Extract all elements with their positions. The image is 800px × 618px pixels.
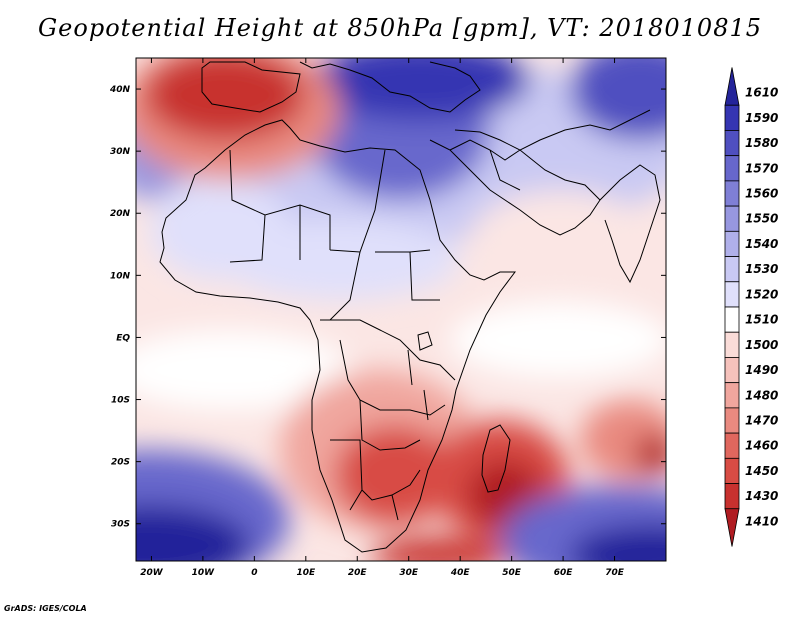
lake-victoria [417,331,433,351]
colorbar-segment [724,180,740,207]
colorbar-segment [724,483,740,510]
arabia-outline [429,129,601,236]
central-africa-borders [320,319,456,451]
lake-malawi [423,389,429,421]
sahara-borders [229,149,440,321]
lake-tanganyika [407,349,413,386]
lon-tick-label: 50E [502,568,522,578]
field-layer [136,58,666,561]
field-east-indian-core [635,435,666,475]
colorbar-segment [724,306,740,333]
colorbar-segment [724,457,740,484]
map-title: Geopotential Height at 850hPa [gpm], VT:… [38,14,762,42]
grads-credit: GrADS: IGES/COLA [4,604,87,613]
colorbar-label: 1510 [745,313,778,327]
field-balkans-deep [310,58,530,120]
colorbar-label: 1560 [745,187,778,201]
colorbar-top-triangle [724,67,740,106]
colorbar-segment [724,130,740,157]
lat-tick-label: 10N [110,271,131,281]
lon-tick-label: 70E [605,568,625,578]
field-belt-west [136,330,350,410]
colorbar-segment [724,357,740,384]
field-southern-africa-core [335,425,455,525]
colorbar-bottom-triangle [724,508,740,547]
lon-tick-label: 40E [450,568,471,578]
europe-outline [299,61,481,113]
colorbar-segment [724,331,740,358]
lat-tick-label: 20S [111,458,130,468]
lat-tick-label: 40N [109,85,131,95]
india-outline [599,164,661,284]
lon-tick-label: 30E [399,568,419,578]
lat-tick-label: 10S [111,396,130,406]
colorbar-label: 1570 [745,161,778,175]
field-belt-east [450,302,666,378]
lat-tick-label: 30S [111,520,130,530]
colorbar-label: 1530 [745,262,778,276]
field-blobs [136,58,666,561]
colorbar-label: 1470 [745,414,778,428]
field-sahel-light [220,220,460,300]
colorbar-label: 1590 [745,111,778,125]
colorbar-label: 1450 [745,464,778,478]
lon-tick-label: 60E [554,568,574,578]
coastlines [159,61,661,553]
field-iberia-core [145,58,305,140]
longitude-axis: 20W 10W 0 10E 20E 30E 40E 50E 60E 70E [140,58,625,578]
field-asia-deep [570,58,666,140]
lat-tick-label: 20N [110,209,131,219]
colorbar-segment [724,382,740,409]
colorbar-label: 1430 [745,489,778,503]
colorbar-label: 1580 [745,136,778,150]
madagascar-outline [481,424,511,493]
colorbar-segment [724,205,740,232]
iberia-outline [201,61,301,113]
lon-tick-label: 20W [140,568,164,578]
colorbar-label: 1490 [745,363,778,377]
lat-tick-label: 30N [110,147,131,157]
middle-east-borders [449,109,651,191]
lon-tick-label: 10E [296,568,316,578]
colorbar-label: 1460 [745,439,778,453]
latitude-axis: 40N 30N 20N 10N EQ 10S 20S 30S [109,85,666,530]
field-south-indian-deep [570,525,666,561]
colorbar-label: 1480 [745,388,778,402]
field-south-atlantic-deep [136,505,250,561]
field-arabian-sea [470,190,650,290]
colorbar-segment [724,281,740,308]
lon-tick-label: 10W [192,568,216,578]
plot-frame [135,57,667,562]
lat-tick-label: EQ [116,333,130,343]
africa-outline [159,119,516,553]
colorbar-label: 1610 [745,86,778,100]
southern-africa-borders [330,439,421,521]
colorbar-segment [724,104,740,131]
colorbar-segment [724,230,740,257]
colorbar-segment [724,407,740,434]
lon-tick-label: 20E [348,568,368,578]
colorbar-segment [724,256,740,283]
colorbar-label: 1500 [745,338,778,352]
colorbar-label: 1550 [745,212,778,226]
colorbar-label: 1520 [745,287,778,301]
colorbar-segment [724,432,740,459]
colorbar-segment [724,155,740,182]
colorbar-label: 1410 [745,514,778,528]
field-south-coast [370,537,510,561]
colorbar-label: 1540 [745,237,778,251]
lon-tick-label: 0 [251,568,257,578]
colorbar: 1610 1590 1580 1570 1560 1550 1540 1530 1520 1510… [724,67,778,547]
